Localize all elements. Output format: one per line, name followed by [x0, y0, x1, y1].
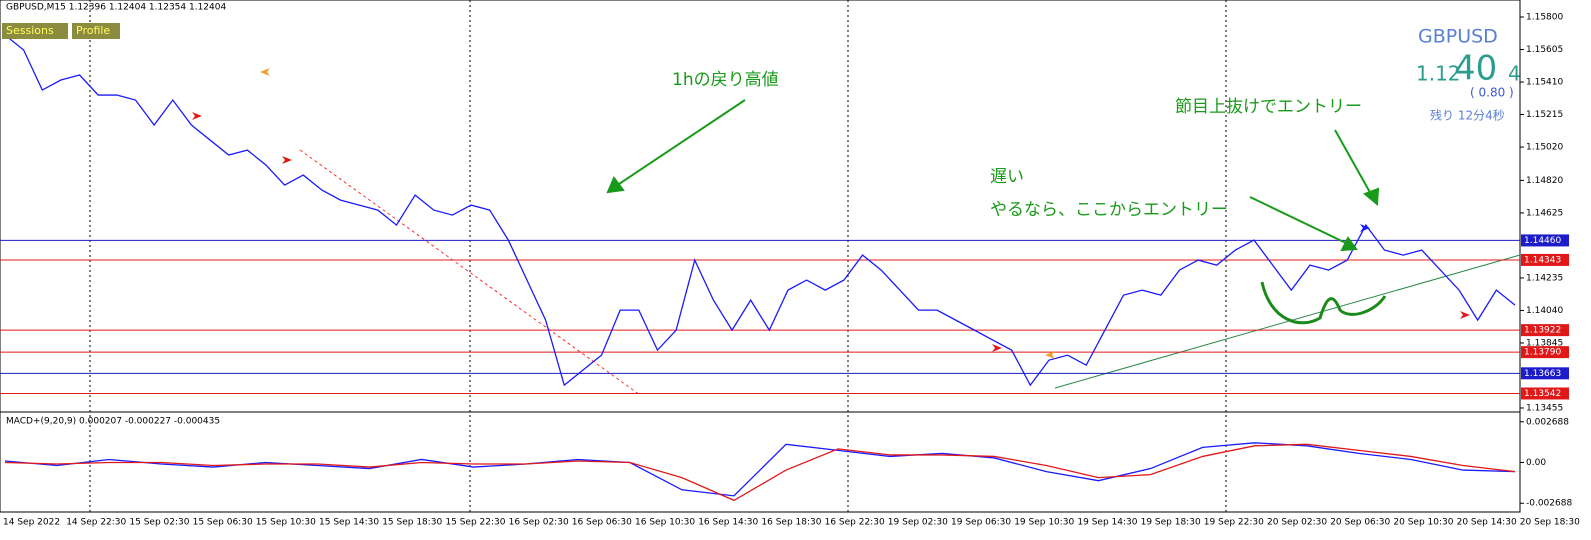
- x-tick-label: 16 Sep 18:30: [761, 518, 821, 528]
- quote-price: 1.12: [1416, 62, 1461, 86]
- level-tag: [1521, 346, 1569, 359]
- x-tick-label: 19 Sep 06:30: [951, 518, 1011, 528]
- button-label[interactable]: Profile: [76, 24, 110, 37]
- x-tick-label: 16 Sep 06:30: [572, 518, 632, 528]
- annotation: 1hの戻り高値: [672, 70, 779, 90]
- level-label: 1.13542: [1524, 389, 1561, 399]
- level-tag: [1521, 234, 1569, 247]
- x-tick-label: 15 Sep 02:30: [129, 518, 189, 528]
- x-tick-label: 19 Sep 02:30: [888, 518, 948, 528]
- symbol-info: GBPUSD,M15 1.12396 1.12404 1.12354 1.124…: [6, 3, 226, 13]
- x-tick-label: 20 Sep 14:30: [1457, 518, 1517, 528]
- quote-price: 4: [1508, 62, 1521, 86]
- main-panel: 1.15800 1.15605 1.15410 1.15215 1.15020 1.148…: [0, 13, 1580, 528]
- level-label: 1.13663: [1524, 369, 1561, 379]
- y-tick-label: 1.15020: [1526, 143, 1563, 153]
- annotation: 遅い: [990, 167, 1024, 187]
- x-tick-label: 16 Sep 14:30: [698, 518, 758, 528]
- price-line: [4, 442, 1516, 497]
- level-tag: [1521, 253, 1569, 266]
- level-tag: [1521, 324, 1569, 337]
- price-line: [4, 443, 1516, 502]
- level-label: 1.13790: [1524, 348, 1561, 358]
- x-tick-label: 15 Sep 14:30: [319, 518, 379, 528]
- y-tick-label: 1.15215: [1526, 110, 1563, 120]
- x-tick-label: 20 Sep 06:30: [1330, 518, 1390, 528]
- x-tick-label: 14 Sep 22:30: [66, 518, 126, 528]
- quote-price: 40: [1454, 49, 1497, 89]
- x-tick-label: 15 Sep 10:30: [256, 518, 316, 528]
- y-tick-label: 1.14235: [1526, 273, 1563, 283]
- x-tick-label: 19 Sep 10:30: [1014, 518, 1074, 528]
- x-tick-label: 14 Sep 2022: [3, 518, 60, 528]
- quote-remaining: 残り 12分4秒: [1430, 109, 1505, 123]
- x-tick-label: 16 Sep 02:30: [509, 518, 569, 528]
- trend-line: [1054, 254, 1521, 389]
- y-tick-label: 1.15410: [1526, 78, 1563, 88]
- y-tick-label: 1.14040: [1526, 306, 1563, 316]
- y-tick-label: 1.14625: [1526, 208, 1563, 218]
- x-tick-label: 20 Sep 02:30: [1267, 518, 1327, 528]
- y-tick-label: 1.15605: [1526, 45, 1563, 55]
- level-label: 1.13922: [1524, 326, 1561, 336]
- y-tick-label: 1.13455: [1526, 403, 1563, 413]
- price-line: [4, 34, 1516, 387]
- y-tick-label: 1.13845: [1526, 338, 1563, 348]
- callout-arrows: [606, 99, 1380, 252]
- button[interactable]: [2, 23, 68, 39]
- annotation: 節目上抜けでエントリー: [1175, 97, 1362, 117]
- signal-arrows: [192, 112, 1470, 352]
- button-label[interactable]: Sessions: [6, 24, 54, 37]
- y-tick-label: 0.00: [1526, 458, 1546, 468]
- quote-change: ( 0.80 ): [1470, 86, 1514, 100]
- x-tick-label: 15 Sep 22:30: [445, 518, 505, 528]
- x-tick-label: 20 Sep 10:30: [1393, 518, 1453, 528]
- x-tick-label: 19 Sep 14:30: [1077, 518, 1137, 528]
- x-tick-label: 16 Sep 22:30: [825, 518, 885, 528]
- x-tick-label: 16 Sep 10:30: [635, 518, 695, 528]
- signal-arrow: [1360, 224, 1370, 232]
- quote-symbol: GBPUSD: [1418, 26, 1498, 48]
- x-tick-label: 15 Sep 06:30: [193, 518, 253, 528]
- signal-arrows: [260, 68, 1055, 359]
- x-tick-label: 15 Sep 18:30: [382, 518, 442, 528]
- x-tick-label: 19 Sep 22:30: [1204, 518, 1264, 528]
- y-tick-label: -0.002688: [1526, 499, 1572, 509]
- level-tag: [1521, 367, 1569, 380]
- x-tick-label: 19 Sep 18:30: [1141, 518, 1201, 528]
- annotation: やるなら、ここからエントリー: [990, 200, 1228, 220]
- button[interactable]: [72, 23, 120, 39]
- trend-line: [299, 149, 641, 396]
- y-tick-label: 1.15800: [1526, 13, 1563, 23]
- panel-title: MACD+(9,20,9) 0.000207 -0.000227 -0.0004…: [6, 417, 220, 427]
- marker-curve: [1260, 281, 1387, 325]
- x-tick-label: 20 Sep 18:30: [1520, 518, 1580, 528]
- y-tick-label: 1.14820: [1526, 176, 1563, 186]
- y-tick-label: 0.002688: [1526, 417, 1569, 427]
- level-label: 1.14460: [1524, 236, 1561, 246]
- level-label: 1.14343: [1524, 255, 1561, 265]
- macd-panel: 0.002688 0.00 -0.002688 MACD+(9,20,9) 0.000…: [4, 417, 1572, 509]
- level-tag: [1521, 387, 1569, 400]
